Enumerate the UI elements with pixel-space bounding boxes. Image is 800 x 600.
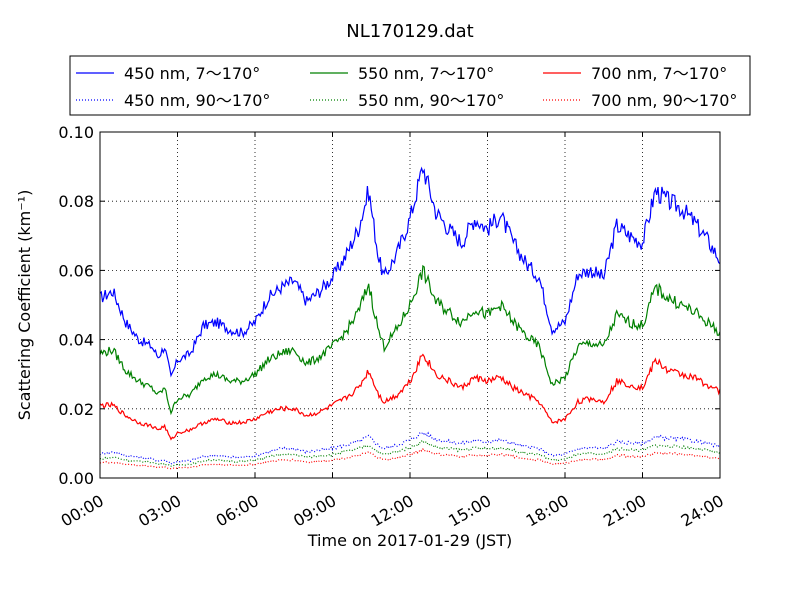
legend-label: 700 nm, 90～170° [591,91,737,110]
x-tick-label: 18:00 [523,491,572,531]
y-tick-label: 0.00 [58,469,94,488]
legend-label: 450 nm, 7～170° [124,64,260,83]
legend-box [69,55,751,116]
x-tick-label: 12:00 [368,491,417,531]
y-tick-label: 0.02 [58,400,94,419]
x-tick-label: 09:00 [290,491,339,531]
y-tick-label: 0.10 [58,123,94,142]
series-line [99,353,721,441]
series-group [99,166,721,470]
y-tick-label: 0.08 [58,192,94,211]
x-tick-label: 06:00 [213,491,262,531]
legend-label: 550 nm, 90～170° [358,91,504,110]
series-line [99,440,721,468]
y-axis-label: Scattering Coefficient (km⁻¹) [15,190,34,421]
x-axis-label: Time on 2017-01-29 (JST) [307,531,512,550]
legend-label: 450 nm, 90～170° [124,91,270,110]
series-line [99,264,721,416]
x-tick-label: 03:00 [135,491,184,531]
legend-label: 700 nm, 7～170° [591,64,727,83]
chart-title: NL170129.dat [346,21,473,42]
series-line [99,448,721,470]
x-tick-label: 21:00 [600,491,649,531]
legend-items: 450 nm, 7～170° 550 nm, 7～170° 700 nm, 7～17… [76,64,737,110]
y-tick-label: 0.04 [58,331,94,350]
legend-label: 550 nm, 7～170° [358,64,494,83]
series-line [99,166,721,378]
x-tick-label: 15:00 [445,491,494,531]
legend: 450 nm, 7～170° 550 nm, 7～170° 700 nm, 7～17… [69,55,751,116]
x-tick-label: 00:00 [58,491,107,531]
y-tick-label: 0.06 [58,261,94,280]
x-tick-label: 24:00 [678,491,727,531]
